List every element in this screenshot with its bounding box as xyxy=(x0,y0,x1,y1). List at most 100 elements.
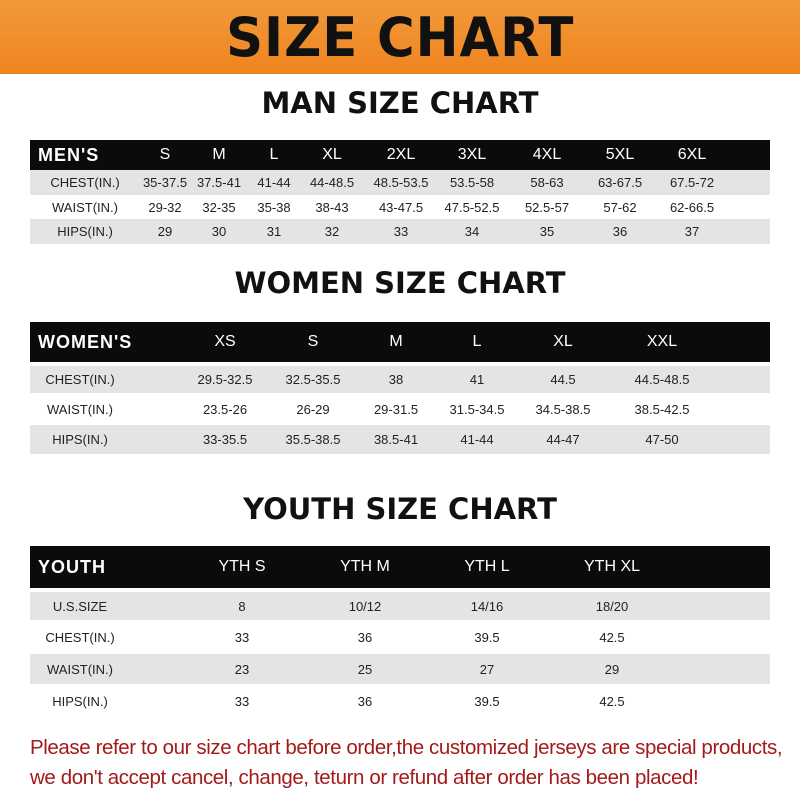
table-cell: 41-44 xyxy=(460,432,494,447)
row-label: WAIST(IN.) xyxy=(47,661,113,677)
size-header: S xyxy=(307,333,319,350)
table-cell: 43-47.5 xyxy=(378,199,424,215)
table-cell: 18/20 xyxy=(595,598,629,614)
table-cell: 33 xyxy=(393,224,409,239)
table-cell: 41 xyxy=(469,372,485,387)
table-cell: 53.5-58 xyxy=(449,175,495,190)
size-header: 4XL xyxy=(532,146,562,163)
row-label: HIPS(IN.) xyxy=(57,224,113,239)
size-header: YTH XL xyxy=(583,558,641,575)
size-header: L xyxy=(472,333,482,350)
size-header: M xyxy=(212,146,226,163)
table-cell: 44-48.5 xyxy=(309,175,355,190)
table-row: CHEST(IN.) 35-37.5 37.5-41 41-44 44-48.5 48.5… xyxy=(30,170,770,195)
table-cell: 27 xyxy=(479,661,495,677)
size-header: XS xyxy=(214,333,236,350)
table-cell: 29-31.5 xyxy=(373,401,419,417)
table-cell: 35.5-38.5 xyxy=(285,432,341,447)
table-cell: 30 xyxy=(211,224,227,239)
table-cell: 29 xyxy=(604,661,620,677)
table-cell: 47-50 xyxy=(645,432,679,447)
table-cell: 44-47 xyxy=(546,432,580,447)
table-cell: 23 xyxy=(234,661,250,677)
table-row: U.S.SIZE 8 10/12 14/16 18/20 xyxy=(30,592,770,620)
notice-line-2: we don't accept cancel, change, teturn o… xyxy=(30,766,699,789)
table-cell: 33-35.5 xyxy=(202,432,248,447)
table-cell: 47.5-52.5 xyxy=(444,199,500,215)
row-label: HIPS(IN.) xyxy=(52,693,108,709)
table-cell: 63-67.5 xyxy=(597,175,643,190)
table-cell: 35-37.5 xyxy=(142,175,188,190)
table-cell: 48.5-53.5 xyxy=(373,175,429,190)
table-row: WAIST(IN.) 29-32 32-35 35-38 38-43 43-47.5 47.… xyxy=(30,195,770,219)
table-cell: 42.5 xyxy=(599,629,625,645)
table-cell: 38 xyxy=(388,372,404,387)
row-label: WAIST(IN.) xyxy=(47,401,113,417)
header-row: YOUTH YTH S YTH M YTH L YTH XL xyxy=(30,546,770,588)
table-label: WOMEN'S xyxy=(38,331,133,352)
size-header: YTH M xyxy=(340,558,390,575)
size-header: L xyxy=(269,146,279,163)
size-header: XL xyxy=(553,333,573,350)
size-header: YTH L xyxy=(464,558,510,575)
table-cell: 44.5-48.5 xyxy=(634,372,690,387)
table-cell: 36 xyxy=(612,224,628,239)
table-cell: 37 xyxy=(684,224,700,239)
table-cell: 57-62 xyxy=(603,199,637,215)
size-header: YTH S xyxy=(218,558,266,575)
notice-line-1: Please refer to our size chart before or… xyxy=(30,736,783,759)
table-cell: 31.5-34.5 xyxy=(449,401,505,417)
table-cell: 37.5-41 xyxy=(196,175,242,190)
size-header: 6XL xyxy=(677,146,707,163)
size-header: 5XL xyxy=(605,146,635,163)
table-row: CHEST(IN.) 29.5-32.5 32.5-35.5 38 41 44.5 44.5… xyxy=(30,366,770,393)
table-cell: 35 xyxy=(539,224,555,239)
table-cell: 36 xyxy=(357,693,373,709)
women-chart-title: WOMEN SIZE CHART xyxy=(234,266,566,300)
table-cell: 38.5-42.5 xyxy=(634,401,690,417)
table-cell: 8 xyxy=(238,598,246,614)
table-cell: 14/16 xyxy=(470,598,504,614)
table-cell: 31 xyxy=(266,224,282,239)
table-cell: 10/12 xyxy=(348,598,382,614)
header-row: MEN'S S M L XL 2XL 3XL 4XL 5XL 6XL xyxy=(30,140,770,170)
row-label: WAIST(IN.) xyxy=(52,199,118,215)
size-header: XL xyxy=(322,146,342,163)
size-header: M xyxy=(389,333,403,350)
row-label: CHEST(IN.) xyxy=(45,372,115,387)
table-row: HIPS(IN.) 33-35.5 35.5-38.5 38.5-41 41-44 44-… xyxy=(30,425,770,454)
table-cell: 39.5 xyxy=(474,629,500,645)
men-chart-title: MAN SIZE CHART xyxy=(261,86,539,120)
table-row: HIPS(IN.) 29 30 31 32 33 34 35 36 37 xyxy=(30,219,770,244)
table-cell: 44.5 xyxy=(550,372,576,387)
table-cell: 32.5-35.5 xyxy=(285,372,341,387)
table-label: MEN'S xyxy=(38,144,100,165)
table-cell: 41-44 xyxy=(257,175,291,190)
table-cell: 26-29 xyxy=(296,401,330,417)
row-label: CHEST(IN.) xyxy=(50,175,120,190)
row-label: CHEST(IN.) xyxy=(45,629,115,645)
table-cell: 38.5-41 xyxy=(373,432,419,447)
table-cell: 25 xyxy=(357,661,373,677)
size-header: S xyxy=(159,146,171,163)
table-row: CHEST(IN.) 33 36 39.5 42.5 xyxy=(30,622,770,652)
table-row: WAIST(IN.) 23 25 27 29 xyxy=(30,654,770,684)
table-cell: 38-43 xyxy=(315,199,349,215)
table-cell: 36 xyxy=(357,629,373,645)
order-notice: Please refer to our size chart before or… xyxy=(30,733,790,793)
table-cell: 67.5-72 xyxy=(669,175,715,190)
size-header: 2XL xyxy=(386,146,416,163)
table-label: YOUTH xyxy=(38,556,106,577)
table-cell: 58-63 xyxy=(530,175,564,190)
table-cell: 39.5 xyxy=(474,693,500,709)
size-header: 3XL xyxy=(457,146,487,163)
youth-chart-title: YOUTH SIZE CHART xyxy=(243,492,557,526)
table-cell: 34.5-38.5 xyxy=(535,401,591,417)
table-cell: 29 xyxy=(157,224,173,239)
table-cell: 34 xyxy=(464,224,480,239)
table-cell: 32-35 xyxy=(202,199,236,215)
table-cell: 23.5-26 xyxy=(202,401,248,417)
row-label: U.S.SIZE xyxy=(52,598,108,614)
table-cell: 33 xyxy=(234,629,250,645)
table-cell: 62-66.5 xyxy=(669,199,715,215)
